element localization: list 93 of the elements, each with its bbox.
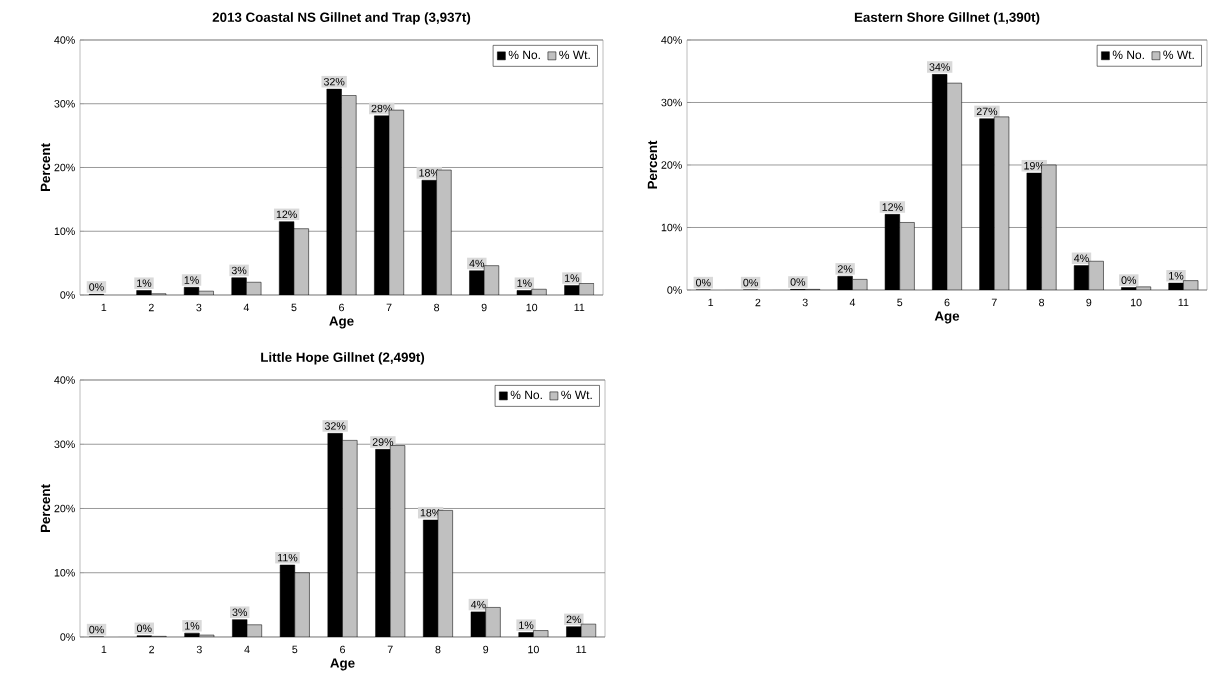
x-tick-label: 5: [292, 645, 298, 654]
y-tick-label: 0%: [60, 291, 75, 299]
chart-title: Little Hope Gillnet (2,499t): [261, 352, 425, 365]
x-tick-label: 1: [101, 645, 107, 654]
data-label: 12%: [276, 210, 297, 219]
y-tick-label: 30%: [661, 98, 682, 107]
data-label: 0%: [743, 278, 758, 287]
y-tick-label: 20%: [661, 161, 682, 169]
x-tick-label: 11: [576, 645, 587, 654]
data-label: 32%: [324, 422, 346, 430]
x-tick-label: 10: [1130, 298, 1142, 307]
y-tick-label: 0%: [667, 286, 682, 294]
x-tick-label: 7: [386, 303, 392, 312]
y-tick-label: 30%: [54, 100, 75, 108]
data-label: 3%: [232, 608, 248, 617]
data-label: 12%: [882, 203, 903, 211]
data-label: 32%: [323, 78, 345, 86]
data-label: 1%: [519, 621, 534, 629]
x-tick-label: 8: [435, 645, 441, 654]
data-label: 0%: [89, 283, 104, 291]
x-tick-label: 2: [148, 303, 154, 312]
y-tick-label: 10%: [661, 223, 682, 232]
y-tick-label: 40%: [54, 376, 75, 384]
x-tick-label: 4: [849, 298, 856, 307]
y-axis-title: Percent: [647, 140, 658, 189]
x-tick-label: 9: [481, 303, 487, 312]
x-tick-label: 11: [1178, 298, 1189, 307]
chart-title: Eastern Shore Gillnet (1,390t): [854, 12, 1040, 25]
x-tick-label: 11: [574, 303, 585, 312]
data-label: 2%: [837, 265, 853, 273]
data-label: 34%: [929, 63, 950, 71]
chart-title: 2013 Coastal NS Gillnet and Trap (3,937t): [212, 12, 471, 25]
y-axis-title: Percent: [40, 143, 51, 192]
data-label: 11%: [277, 554, 298, 562]
x-tick-label: 10: [526, 303, 538, 312]
x-tick-label: 3: [196, 645, 202, 654]
data-label: 0%: [89, 625, 104, 634]
y-tick-label: 10%: [54, 569, 75, 577]
x-tick-label: 4: [244, 645, 250, 654]
legend-label: % Wt.: [561, 390, 592, 400]
x-tick-label: 1: [708, 298, 714, 307]
x-axis-title: Age: [934, 311, 960, 324]
x-tick-label: 5: [897, 298, 903, 307]
data-label: 1%: [185, 622, 200, 630]
y-tick-label: 40%: [661, 36, 682, 44]
x-tick-label: 3: [802, 298, 808, 307]
x-tick-label: 7: [991, 298, 997, 307]
x-tick-label: 9: [1086, 298, 1092, 307]
legend-label: % Wt.: [559, 50, 590, 60]
y-tick-label: 20%: [54, 504, 75, 513]
data-label: 1%: [565, 274, 580, 282]
x-axis-title: Age: [329, 316, 354, 329]
y-tick-label: 40%: [54, 36, 75, 44]
data-label: 29%: [372, 438, 394, 446]
x-tick-label: 8: [434, 303, 440, 312]
data-label: 0%: [696, 278, 711, 287]
data-label: 1%: [137, 279, 152, 287]
x-tick-label: 2: [149, 645, 155, 654]
x-tick-label: 10: [528, 645, 539, 654]
legend-label: % No.: [1112, 50, 1144, 60]
x-tick-label: 5: [291, 303, 297, 312]
x-tick-label: 7: [387, 645, 393, 654]
data-label: 2%: [566, 615, 582, 624]
x-tick-label: 8: [1039, 298, 1045, 307]
y-tick-label: 0%: [60, 633, 75, 641]
y-tick-label: 30%: [54, 440, 75, 449]
x-tick-label: 1: [101, 303, 107, 312]
data-label: 0%: [1121, 276, 1137, 284]
data-label: 1%: [517, 279, 532, 287]
data-label: 1%: [184, 276, 199, 284]
data-label: 0%: [790, 278, 806, 286]
y-axis-title: Percent: [40, 484, 51, 533]
x-tick-label: 4: [243, 303, 250, 312]
data-label: 4%: [469, 259, 485, 268]
data-label: 0%: [136, 624, 152, 633]
x-tick-label: 6: [340, 645, 345, 654]
legend-label: % No.: [508, 50, 540, 60]
legend-label: % Wt.: [1163, 50, 1194, 60]
legend-label: % No.: [510, 390, 542, 400]
y-tick-label: 10%: [54, 227, 75, 236]
data-label: 3%: [231, 266, 247, 275]
x-tick-label: 6: [339, 303, 344, 312]
data-label: 4%: [1074, 254, 1089, 263]
data-label: 19%: [1024, 162, 1045, 170]
y-tick-label: 20%: [54, 163, 75, 172]
x-tick-label: 2: [755, 298, 761, 307]
data-label: 4%: [470, 600, 486, 609]
x-tick-label: 3: [196, 303, 202, 312]
x-tick-label: 6: [944, 298, 950, 307]
data-label: 1%: [1169, 272, 1184, 280]
x-tick-label: 9: [483, 645, 489, 654]
x-axis-title: Age: [330, 658, 355, 671]
data-label: 27%: [976, 107, 998, 116]
